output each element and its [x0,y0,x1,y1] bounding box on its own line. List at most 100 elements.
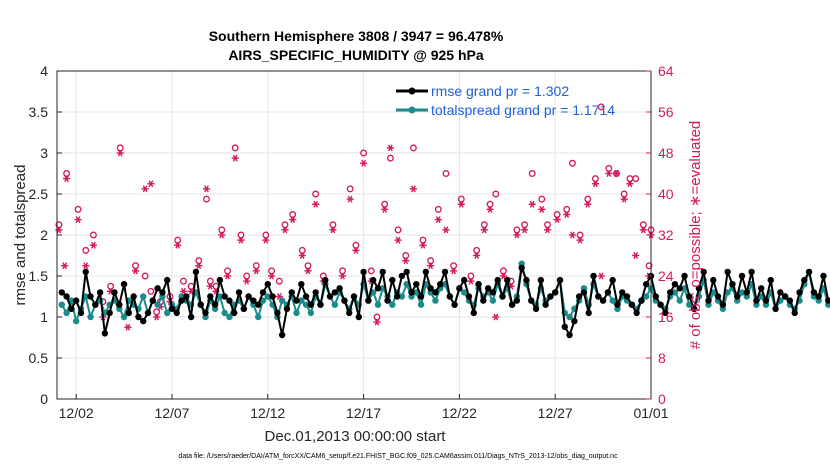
rmse-point [446,293,454,300]
obs-evaluated-stroke [374,318,380,326]
obs-evaluated-stroke [299,252,305,259]
obs-evaluated-marker [174,241,182,249]
rmse-point [211,301,219,308]
rmse-point [781,293,789,300]
obs-possible-marker [563,205,571,213]
obs-possible-marker [360,149,368,157]
rmse-point [724,268,731,276]
obs-evaluated-marker [252,267,260,275]
obs-evaluated-stroke [125,323,131,331]
rmse-point [326,293,334,300]
obs-possible-marker [486,200,494,208]
obs-possible-marker [312,190,320,198]
obs-evaluated-marker [528,200,536,208]
y-right-tick-label: 24 [658,268,674,284]
obs-evaluated-marker [131,267,140,275]
rmse-point [791,309,798,317]
obs-possible-marker [544,221,551,229]
obs-evaluated-marker [553,216,561,224]
y-tick-label: 3.5 [29,104,49,120]
totalspread-point [374,301,382,308]
obs-evaluated-marker [513,231,521,239]
obs-evaluated-stroke [175,241,181,249]
rmse-point [628,301,636,308]
y-tick-label: 0.5 [29,350,49,366]
obs-possible-marker [492,190,500,198]
obs-possible-marker [402,252,410,259]
obs-evaluated-marker [223,272,232,280]
obs-evaluated-stroke [545,226,550,234]
obs-evaluated-stroke [458,200,464,208]
obs-evaluated-marker [538,205,546,213]
obs-evaluated-marker [563,211,571,218]
y-tick-label: 2.5 [29,186,49,202]
rmse-point [413,281,420,288]
rmse-point [187,313,195,321]
obs-evaluated-stroke [468,277,474,285]
rmse-point [226,297,233,304]
rmse-point [566,331,573,339]
y-tick-label: 0 [40,391,48,407]
obs-evaluated-marker [304,267,312,275]
rmse-point [254,301,262,308]
obs-possible-marker [116,144,124,152]
obs-possible-marker [381,200,389,208]
obs-evaluated-stroke [330,226,336,234]
y-right-tick-label: 64 [658,63,674,79]
rmse-point [298,281,305,288]
y-tick-label: 2 [40,227,48,243]
obs-evaluated-stroke [56,226,62,234]
rmse-point [465,293,473,300]
obs-evaluated-stroke [83,262,89,270]
rmse-point [235,289,243,296]
obs-possible-marker [394,226,402,234]
rmse-point [178,297,185,304]
y-right-tick-label: 8 [658,350,666,366]
obs-evaluated-stroke [290,216,296,224]
rmse-point [384,297,391,304]
obs-possible-marker [275,277,283,285]
rmse-point [489,289,497,296]
rmse-point [504,276,511,284]
obs-possible-marker [645,262,653,270]
rmse-point [398,272,406,280]
rmse-point [738,272,746,280]
obs-evaluated-stroke [570,231,575,239]
x-tick-label: 01/01 [633,405,668,421]
obs-possible-marker [203,195,210,203]
obs-evaluated-marker [298,252,306,259]
totalspread-point [307,309,315,317]
obs-possible-marker [386,154,394,162]
rmse-point [599,297,607,304]
obs-evaluated-stroke [633,252,639,259]
obs-evaluated-marker [486,205,494,213]
y-right-tick-label: 40 [658,186,674,202]
rmse-point [92,301,99,308]
rmse-point [379,268,386,276]
totalspread-point [140,293,147,300]
obs-possible-marker [553,211,561,218]
obs-evaluated-stroke [395,236,401,244]
rmse-point [494,276,501,284]
chart-title: Southern Hemisphere 3808 / 3947 = 96.478… [209,28,504,44]
rmse-point [686,293,693,300]
rmse-point [623,293,631,300]
obs-evaluated-marker [409,185,417,193]
rmse-point [777,289,784,296]
obs-possible-marker [373,313,381,321]
y-right-tick-label: 0 [658,391,666,407]
obs-evaluated-stroke [514,231,520,239]
rmse-point [561,323,568,331]
rmse-point [705,297,712,304]
rmse-point [441,268,449,276]
rmse-point [341,297,348,304]
y-right-tick-label: 16 [658,309,674,325]
rmse-point [801,276,808,284]
legend: rmse grand pr = 1.302 totalspread grand … [396,83,615,118]
rmse-point [278,331,286,339]
totalspread-point [676,297,683,304]
obs-evaluated-marker [520,226,529,234]
rmse-point [604,289,612,296]
rmse-point [805,268,813,276]
rmse-point [614,301,621,308]
